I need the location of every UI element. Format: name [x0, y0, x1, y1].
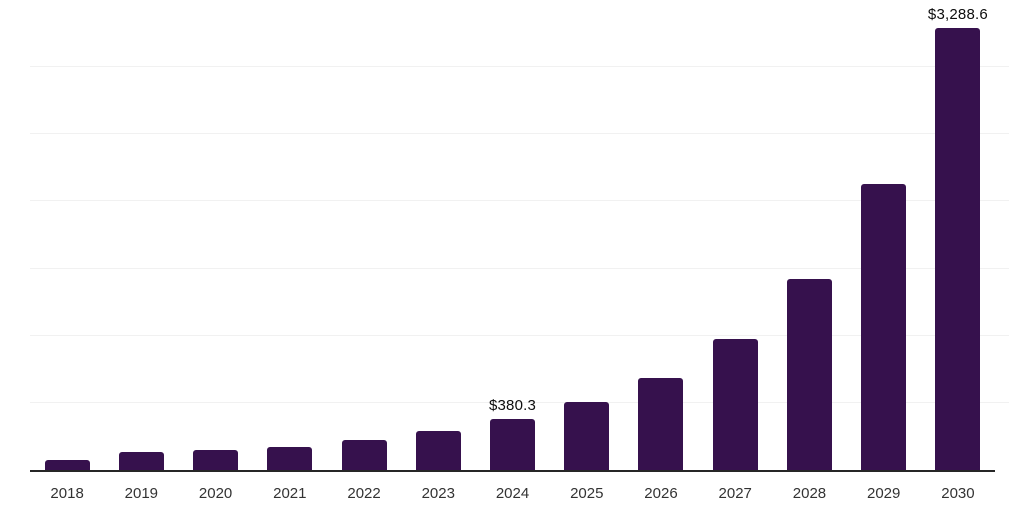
bar-column-2028: [772, 0, 846, 470]
gridline-500: [30, 401, 1009, 403]
plot-area: $380.3 $3,288.6: [30, 0, 1009, 472]
bar-column-2029: [847, 0, 921, 470]
gridline-2000: [30, 200, 1009, 202]
bar-2028: [786, 279, 832, 470]
x-tick-label-2023: 2023: [421, 485, 455, 502]
bar-column-2024: $380.3: [475, 0, 549, 470]
x-tick-label-2029: 2029: [867, 485, 901, 502]
gridline-1500: [30, 267, 1009, 269]
bar-2027: [712, 339, 758, 470]
bar-column-2027: [698, 0, 772, 470]
value-label-2024: $380.3: [488, 396, 537, 414]
bar-2023: [415, 431, 461, 470]
x-tick-label-2025: 2025: [570, 485, 604, 502]
bar-column-2025: [550, 0, 624, 470]
x-axis-line: [30, 470, 995, 472]
bar-column-2021: [253, 0, 327, 470]
bar-column-2023: [401, 0, 475, 470]
x-tick-label-2020: 2020: [198, 485, 233, 502]
bar-2024: [490, 418, 536, 470]
x-tick-label-2030: 2030: [941, 485, 975, 502]
x-tick-label-2021: 2021: [273, 485, 307, 502]
bar-column-2026: [624, 0, 698, 470]
gridline-3000: [30, 66, 1009, 68]
bar-2025: [564, 401, 610, 470]
x-axis-tick-labels: 2018 2019 2020 2021 2022 2023 2024 2025 2026 2027…: [30, 472, 995, 512]
bar-2019: [118, 452, 164, 470]
x-tick-label-2018: 2018: [50, 485, 84, 502]
gridline-2500: [30, 133, 1009, 135]
bar-column-2019: [104, 0, 178, 470]
bar-2021: [267, 446, 313, 470]
bar-2030: [935, 28, 981, 470]
bar-2020: [193, 450, 239, 470]
value-label-2030: $3,288.6: [927, 6, 988, 24]
x-tick-label-2024: 2024: [495, 485, 530, 502]
x-tick-label-2019: 2019: [124, 485, 159, 502]
bars-container: $380.3 $3,288.6: [30, 0, 995, 470]
bar-2022: [341, 439, 387, 470]
bar-2018: [44, 459, 90, 470]
bar-column-2020: [178, 0, 252, 470]
x-tick-label-2028: 2028: [792, 485, 827, 502]
gridline-1000: [30, 334, 1009, 336]
x-tick-label-2027: 2027: [718, 485, 752, 502]
bar-column-2018: [30, 0, 104, 470]
bar-column-2022: [327, 0, 401, 470]
bar-column-2030: $3,288.6: [921, 0, 995, 470]
bar-2029: [861, 184, 907, 470]
x-tick-label-2026: 2026: [644, 485, 678, 502]
x-tick-label-2022: 2022: [347, 485, 381, 502]
bar-2026: [638, 377, 684, 470]
